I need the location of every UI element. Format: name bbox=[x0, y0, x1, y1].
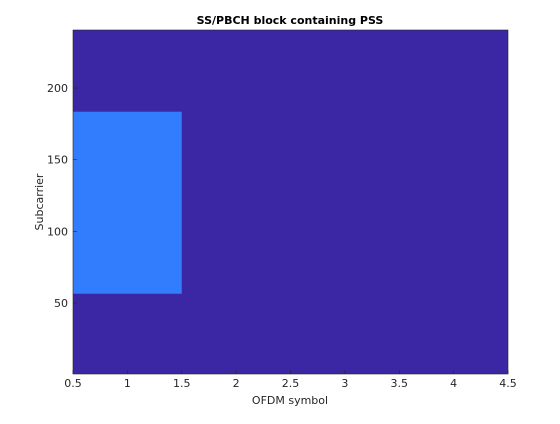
chart-title: SS/PBCH block containing PSS bbox=[197, 14, 384, 27]
y-axis-label: Subcarrier bbox=[33, 173, 46, 230]
x-tick-label: 1 bbox=[124, 377, 131, 390]
plot-area: 0.5 1 1.5 2 2.5 3 3.5 4 4.5 50 100 150 200 bbox=[47, 29, 517, 390]
x-tick-label: 4.5 bbox=[499, 377, 517, 390]
y-tick-label: 200 bbox=[47, 82, 68, 95]
y-tick-label: 150 bbox=[47, 154, 68, 167]
x-tick-label: 0.5 bbox=[64, 377, 82, 390]
pss-block bbox=[73, 111, 182, 294]
x-tick-label: 2.5 bbox=[282, 377, 300, 390]
x-tick-label: 2 bbox=[233, 377, 240, 390]
x-tick-label: 3 bbox=[341, 377, 348, 390]
x-axis-label: OFDM symbol bbox=[252, 394, 328, 407]
x-tick-label: 3.5 bbox=[391, 377, 409, 390]
y-tick-label: 100 bbox=[47, 225, 68, 238]
x-tick-label: 4 bbox=[450, 377, 457, 390]
x-tick-label: 1.5 bbox=[173, 377, 191, 390]
y-tick-label: 50 bbox=[54, 297, 68, 310]
